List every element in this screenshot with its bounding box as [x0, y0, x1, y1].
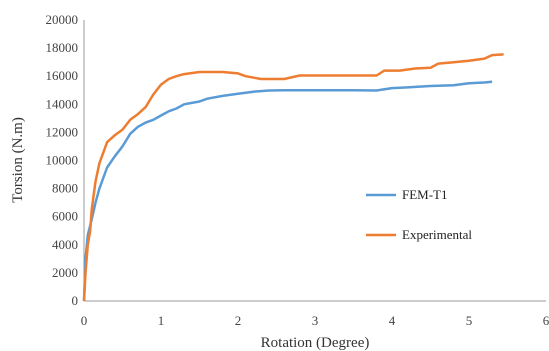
series-lines: [82, 53, 504, 302]
y-tick-label: 12000: [46, 124, 79, 139]
y-tick-label: 20000: [46, 12, 79, 27]
x-tick-label: 0: [81, 313, 88, 328]
y-tick-label: 10000: [46, 153, 79, 168]
x-tick-label: 3: [312, 313, 319, 328]
y-tick-label: 2000: [52, 265, 78, 280]
x-tick-label: 5: [466, 313, 473, 328]
legend: FEM-T1 Experimental: [366, 187, 472, 242]
y-tick-label: 18000: [46, 40, 79, 55]
x-tick-label: 4: [389, 313, 396, 328]
series-line-experimental: [82, 53, 504, 302]
series-line-fem-t1: [82, 80, 493, 302]
x-axis-title: Rotation (Degree): [261, 335, 370, 351]
y-tick-label: 16000: [46, 68, 79, 83]
y-axis-title: Torsion (N.m): [10, 117, 26, 203]
y-tick-label: 6000: [52, 209, 78, 224]
legend-label-fem-t1: FEM-T1: [402, 187, 448, 202]
x-tick-label: 6: [543, 313, 549, 328]
y-tick-label: 14000: [46, 96, 79, 111]
axes: [83, 20, 546, 302]
y-tick-label: 8000: [52, 181, 78, 196]
legend-label-experimental: Experimental: [402, 227, 472, 242]
x-tick-label: 1: [158, 313, 165, 328]
y-tick-labels: 0 2000 4000 6000 8000 10000 12000 14000 16000 180…: [46, 12, 79, 308]
y-tick-label: 0: [72, 293, 79, 308]
y-tick-label: 4000: [52, 237, 78, 252]
x-tick-labels: 0 1 2 3 4 5 6: [81, 313, 549, 328]
x-tick-label: 2: [235, 313, 242, 328]
